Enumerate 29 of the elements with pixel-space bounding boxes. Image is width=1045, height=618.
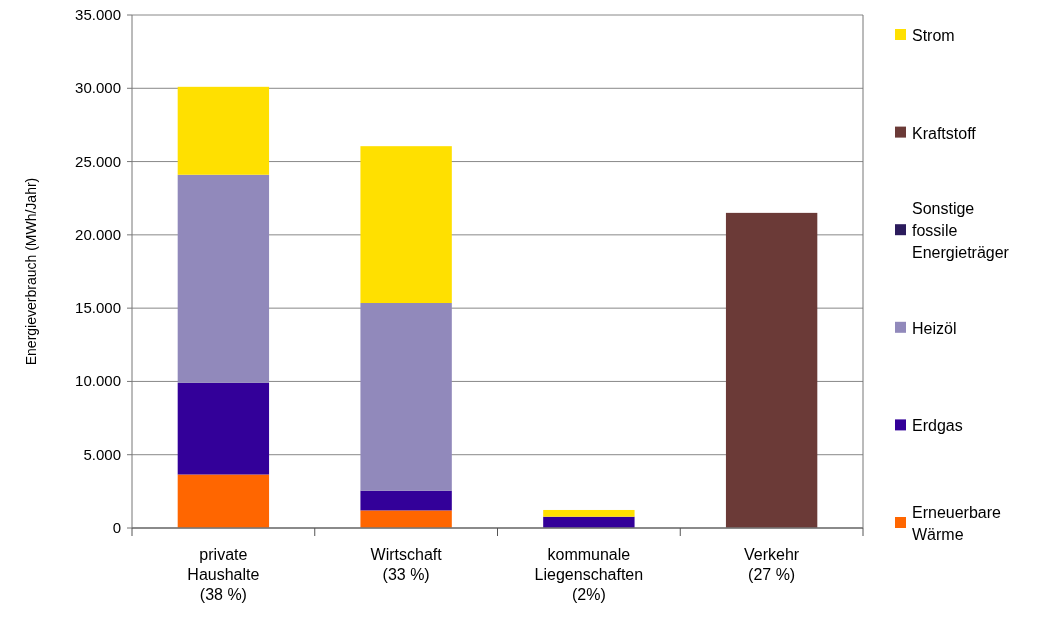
bar bbox=[360, 510, 452, 528]
y-tick-label: 25.000 bbox=[75, 152, 121, 170]
y-tick-label: 30.000 bbox=[75, 79, 121, 97]
bar bbox=[177, 174, 270, 383]
bar bbox=[543, 509, 635, 517]
x-tick-label: kommunale Liegenschaften (2%) bbox=[534, 546, 644, 603]
x-tick-label: Verkehr (27 %) bbox=[744, 546, 800, 583]
legend-label: Heizöl bbox=[912, 319, 957, 337]
bar bbox=[177, 86, 270, 175]
bar bbox=[360, 146, 452, 304]
y-tick-label: 10.000 bbox=[75, 372, 121, 390]
legend-label: Kraftstoff bbox=[912, 124, 977, 142]
bar bbox=[177, 382, 270, 475]
x-tick-label: private Haushalte (38 %) bbox=[187, 546, 260, 603]
bar bbox=[360, 490, 452, 511]
x-tick-label: Wirtschaft (33 %) bbox=[370, 546, 443, 583]
y-tick-label: 15.000 bbox=[75, 299, 121, 317]
bar bbox=[725, 212, 818, 528]
y-tick-label: 35.000 bbox=[75, 6, 121, 23]
bar bbox=[360, 303, 452, 491]
legend-label: Erneuerbare Wärme bbox=[912, 504, 1002, 543]
y-tick-label: 20.000 bbox=[75, 225, 121, 243]
legend-label: Erdgas bbox=[912, 417, 963, 435]
bar bbox=[177, 474, 270, 528]
legend-label: Strom bbox=[912, 27, 955, 44]
y-axis-title: Energieverbrauch (MWh/Jahr) bbox=[23, 177, 39, 366]
y-tick-label: 5.000 bbox=[83, 445, 121, 463]
legend-label: Sonstige fossile Energieträger bbox=[912, 200, 1010, 262]
y-tick-label: 0 bbox=[112, 519, 121, 536]
